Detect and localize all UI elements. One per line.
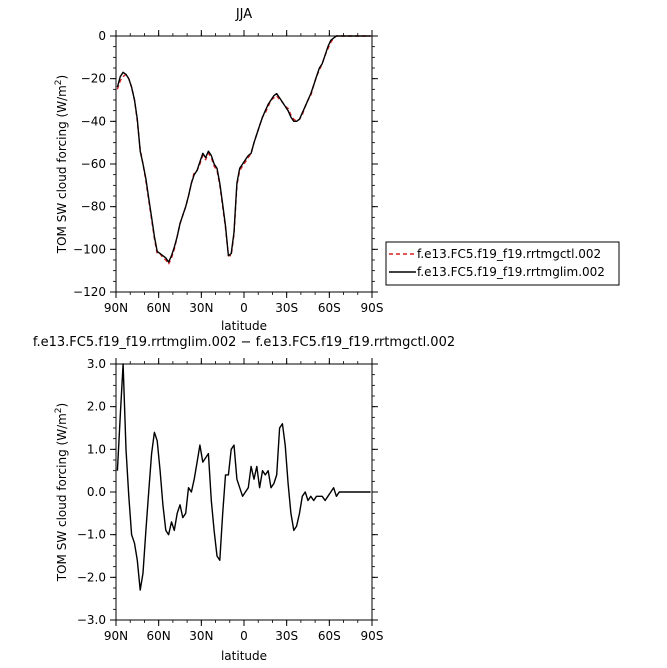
top-y-tick-label: −120: [73, 285, 106, 299]
bottom-chart-title: f.e13.FC5.f19_f19.rrtmglim.002 − f.e13.F…: [33, 335, 455, 350]
bottom-plot-frame: [115, 363, 373, 621]
legend-label-lim: f.e13.FC5.f19_f19.rrtmglim.002: [417, 265, 605, 279]
top-x-tick-label: 30S: [275, 301, 298, 315]
top-x-axis: 90N 60N 30N 0 30S 60S 90S: [104, 30, 384, 315]
bottom-x-tick-label: 60S: [318, 629, 341, 643]
bottom-x-axis-label: latitude: [221, 649, 267, 663]
bottom-x-tick-label: 0: [240, 629, 248, 643]
top-y-tick-label: −80: [81, 200, 106, 214]
bottom-x-tick-label: 60N: [147, 629, 171, 643]
top-y-tick-label: −60: [81, 157, 106, 171]
top-x-tick-label: 30N: [189, 301, 213, 315]
top-plot-frame: [115, 35, 373, 293]
top-x-tick-label: 60N: [147, 301, 171, 315]
bottom-series-line-0: [116, 363, 371, 591]
legend-box: [385, 241, 620, 286]
top-y-tick-label: −100: [73, 242, 106, 256]
bottom-x-tick-label: 90S: [361, 629, 384, 643]
bottom-y-tick-label: 2.0: [87, 400, 106, 414]
top-x-tick-label: 0: [240, 301, 248, 315]
bottom-y-tick-label: 0.0: [87, 485, 106, 499]
top-y-axis-label: TOM SW cloud forcing (W/m2): [54, 75, 69, 254]
bottom-panel: f.e13.FC5.f19_f19.rrtmglim.002 − f.e13.F…: [33, 335, 455, 663]
bottom-y-tick-label: −2.0: [77, 570, 106, 584]
bottom-series-group: [116, 363, 371, 591]
bottom-y-tick-label: 1.0: [87, 442, 106, 456]
top-x-axis-label: latitude: [221, 319, 267, 333]
bottom-x-tick-label: 90N: [104, 629, 128, 643]
legend-item-lim: f.e13.FC5.f19_f19.rrtmglim.002: [389, 265, 605, 279]
top-series-line-1: [116, 35, 371, 263]
bottom-y-tick-label: −1.0: [77, 528, 106, 542]
top-x-tick-label: 60S: [318, 301, 341, 315]
top-chart-title: JJA: [235, 7, 252, 22]
top-x-tick-label: 90N: [104, 301, 128, 315]
bottom-x-tick-label: 30S: [275, 629, 298, 643]
bottom-y-axis-label: TOM SW cloud forcing (W/m2): [54, 403, 69, 582]
bottom-x-axis: 90N 60N 30N 0 30S 60S 90S: [104, 358, 384, 643]
bottom-y-tick-label: −3.0: [77, 613, 106, 627]
legend: f.e13.FC5.f19_f19.rrtmgctl.002 f.e13.FC5…: [385, 241, 620, 286]
top-y-tick-label: −40: [81, 114, 106, 128]
top-series-group: [116, 35, 371, 265]
top-y-tick-label: −20: [81, 72, 106, 86]
bottom-x-tick-label: 30N: [189, 629, 213, 643]
top-y-tick-label: 0: [98, 29, 106, 43]
bottom-y-axis: −3.0 −2.0 −1.0 0.0 1.0 2.0 3.0: [77, 357, 378, 627]
top-series-line-0: [116, 35, 371, 265]
legend-label-ctl: f.e13.FC5.f19_f19.rrtmgctl.002: [417, 247, 601, 261]
legend-item-ctl: f.e13.FC5.f19_f19.rrtmgctl.002: [389, 247, 601, 261]
top-x-tick-label: 90S: [361, 301, 384, 315]
top-panel: JJA −120 −100 −80 −60 −40 −20 0 90N 60N 30N 0 30S 6…: [54, 7, 620, 333]
bottom-y-tick-label: 3.0: [87, 357, 106, 371]
top-y-axis: −120 −100 −80 −60 −40 −20 0: [73, 29, 378, 299]
